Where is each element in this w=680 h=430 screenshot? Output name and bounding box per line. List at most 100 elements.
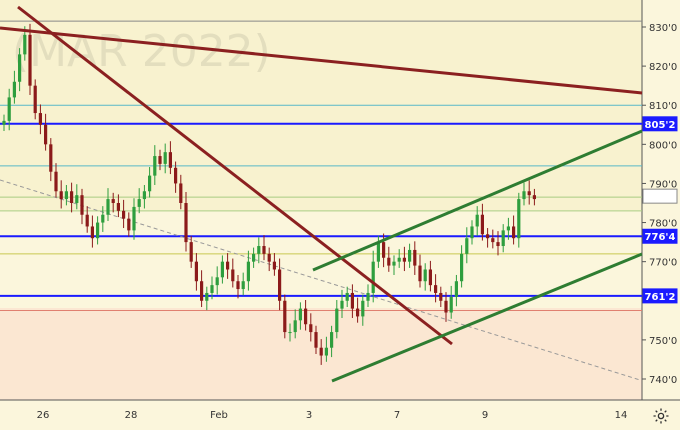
candle-body-62 — [324, 347, 328, 356]
price-badge-label-1: 786'6 — [645, 192, 676, 203]
gear-icon — [653, 408, 669, 424]
candle-body-61 — [319, 347, 323, 356]
candle-body-9 — [49, 144, 53, 172]
candle-body-29 — [153, 156, 157, 176]
time-label-3: 3 — [306, 410, 312, 421]
price-tick-2: 810'0 — [649, 101, 677, 112]
candle-body-16 — [85, 214, 89, 227]
candle-body-18 — [96, 222, 100, 239]
time-label-feb: Feb — [210, 410, 228, 421]
candle-body-33 — [174, 167, 178, 184]
candle-body-84 — [439, 292, 443, 301]
time-label-7: 7 — [394, 410, 400, 421]
candle-body-36 — [189, 242, 193, 262]
candle-body-15 — [80, 195, 84, 215]
candle-body-12 — [64, 191, 68, 200]
candle-body-48 — [252, 253, 256, 262]
price-axis-badges: 805'2 786'6 776'4 761'2 — [642, 116, 678, 304]
candle-body-76 — [397, 257, 401, 262]
candle-body-26 — [137, 199, 141, 207]
price-badge-label-3: 761'2 — [645, 292, 676, 303]
candle-body-25 — [132, 206, 136, 231]
price-tick-0: 830'0 — [649, 23, 677, 34]
candle-body-49 — [257, 246, 261, 254]
candle-body-80 — [418, 265, 422, 282]
candle-body-63 — [330, 332, 334, 348]
candle-body-19 — [101, 214, 105, 223]
candle-body-24 — [127, 218, 131, 231]
price-tick-4: 790'0 — [649, 179, 677, 190]
candle-body-99 — [517, 199, 521, 239]
candle-body-56 — [293, 320, 297, 333]
candle-body-83 — [434, 285, 438, 293]
candle-body-2 — [12, 81, 16, 98]
candle-body-94 — [491, 238, 495, 243]
candle-body-86 — [449, 296, 453, 313]
candle-body-51 — [267, 253, 271, 262]
candle-body-8 — [44, 124, 48, 145]
candle-body-3 — [18, 54, 22, 82]
green-channel-upper[interactable] — [312, 129, 643, 272]
candle-body-79 — [413, 249, 417, 266]
time-label-26: 26 — [37, 410, 50, 421]
price-badge-label-0: 805'2 — [645, 120, 676, 131]
candle-body-11 — [59, 191, 63, 200]
candle-body-4 — [23, 34, 27, 55]
candle-body-50 — [262, 246, 266, 254]
time-label-14: 14 — [615, 410, 628, 421]
candle-body-88 — [460, 253, 464, 282]
candle-body-66 — [345, 292, 349, 301]
candle-body-85 — [444, 300, 448, 313]
candle-body-1 — [7, 97, 11, 121]
candle-body-37 — [194, 261, 198, 282]
candle-body-14 — [75, 195, 79, 203]
green-channel-lower[interactable] — [331, 252, 643, 383]
red-trendline-long[interactable] — [0, 26, 643, 95]
candle-body-81 — [423, 269, 427, 282]
candle-body-46 — [241, 281, 245, 290]
candle-body-70 — [366, 292, 370, 301]
candle-body-98 — [512, 226, 516, 239]
candle-body-75 — [392, 261, 396, 266]
candle-body-5 — [28, 34, 32, 86]
price-badge-3 — [642, 288, 678, 304]
candle-body-64 — [335, 308, 339, 333]
trendlines[interactable] — [0, 5, 643, 383]
candle-body-55 — [288, 332, 292, 334]
price-badge-label-2: 776'4 — [645, 232, 676, 243]
candle-body-53 — [278, 269, 282, 301]
candle-body-95 — [496, 242, 500, 247]
price-tick-3: 800'0 — [649, 140, 677, 151]
price-tick-6: 770'0 — [649, 258, 677, 269]
price-axis-ticks: 830'0 820'0 810'0 800'0 790'0 780'0 770'0 750'0… — [642, 23, 677, 386]
candle-body-20 — [106, 199, 110, 215]
time-axis: 26 28 Feb 3 7 9 14 — [37, 410, 628, 421]
candle-body-23 — [122, 210, 126, 219]
candle-body-100 — [522, 191, 526, 200]
candle-body-7 — [38, 113, 42, 125]
candle-body-82 — [428, 269, 432, 286]
candle-body-71 — [371, 261, 375, 293]
candle-body-43 — [226, 261, 230, 270]
red-trendline-steep[interactable] — [17, 5, 453, 346]
candle-body-21 — [111, 199, 115, 203]
candle-body-65 — [340, 300, 344, 309]
candle-body-10 — [54, 171, 58, 192]
price-badge-1 — [642, 188, 678, 204]
candle-body-17 — [90, 226, 94, 239]
settings-button[interactable] — [650, 405, 672, 427]
candle-body-35 — [184, 203, 188, 243]
candle-body-57 — [298, 308, 302, 321]
candle-body-40 — [210, 285, 214, 293]
candle-body-60 — [314, 332, 318, 348]
candle-body-96 — [501, 230, 505, 247]
candle-body-54 — [283, 300, 287, 333]
candle-body-22 — [116, 203, 120, 211]
candle-body-87 — [454, 281, 458, 297]
candle-body-73 — [382, 242, 386, 258]
candle-body-68 — [356, 308, 360, 317]
time-label-28: 28 — [125, 410, 138, 421]
price-tick-8: 740'0 — [649, 375, 677, 386]
